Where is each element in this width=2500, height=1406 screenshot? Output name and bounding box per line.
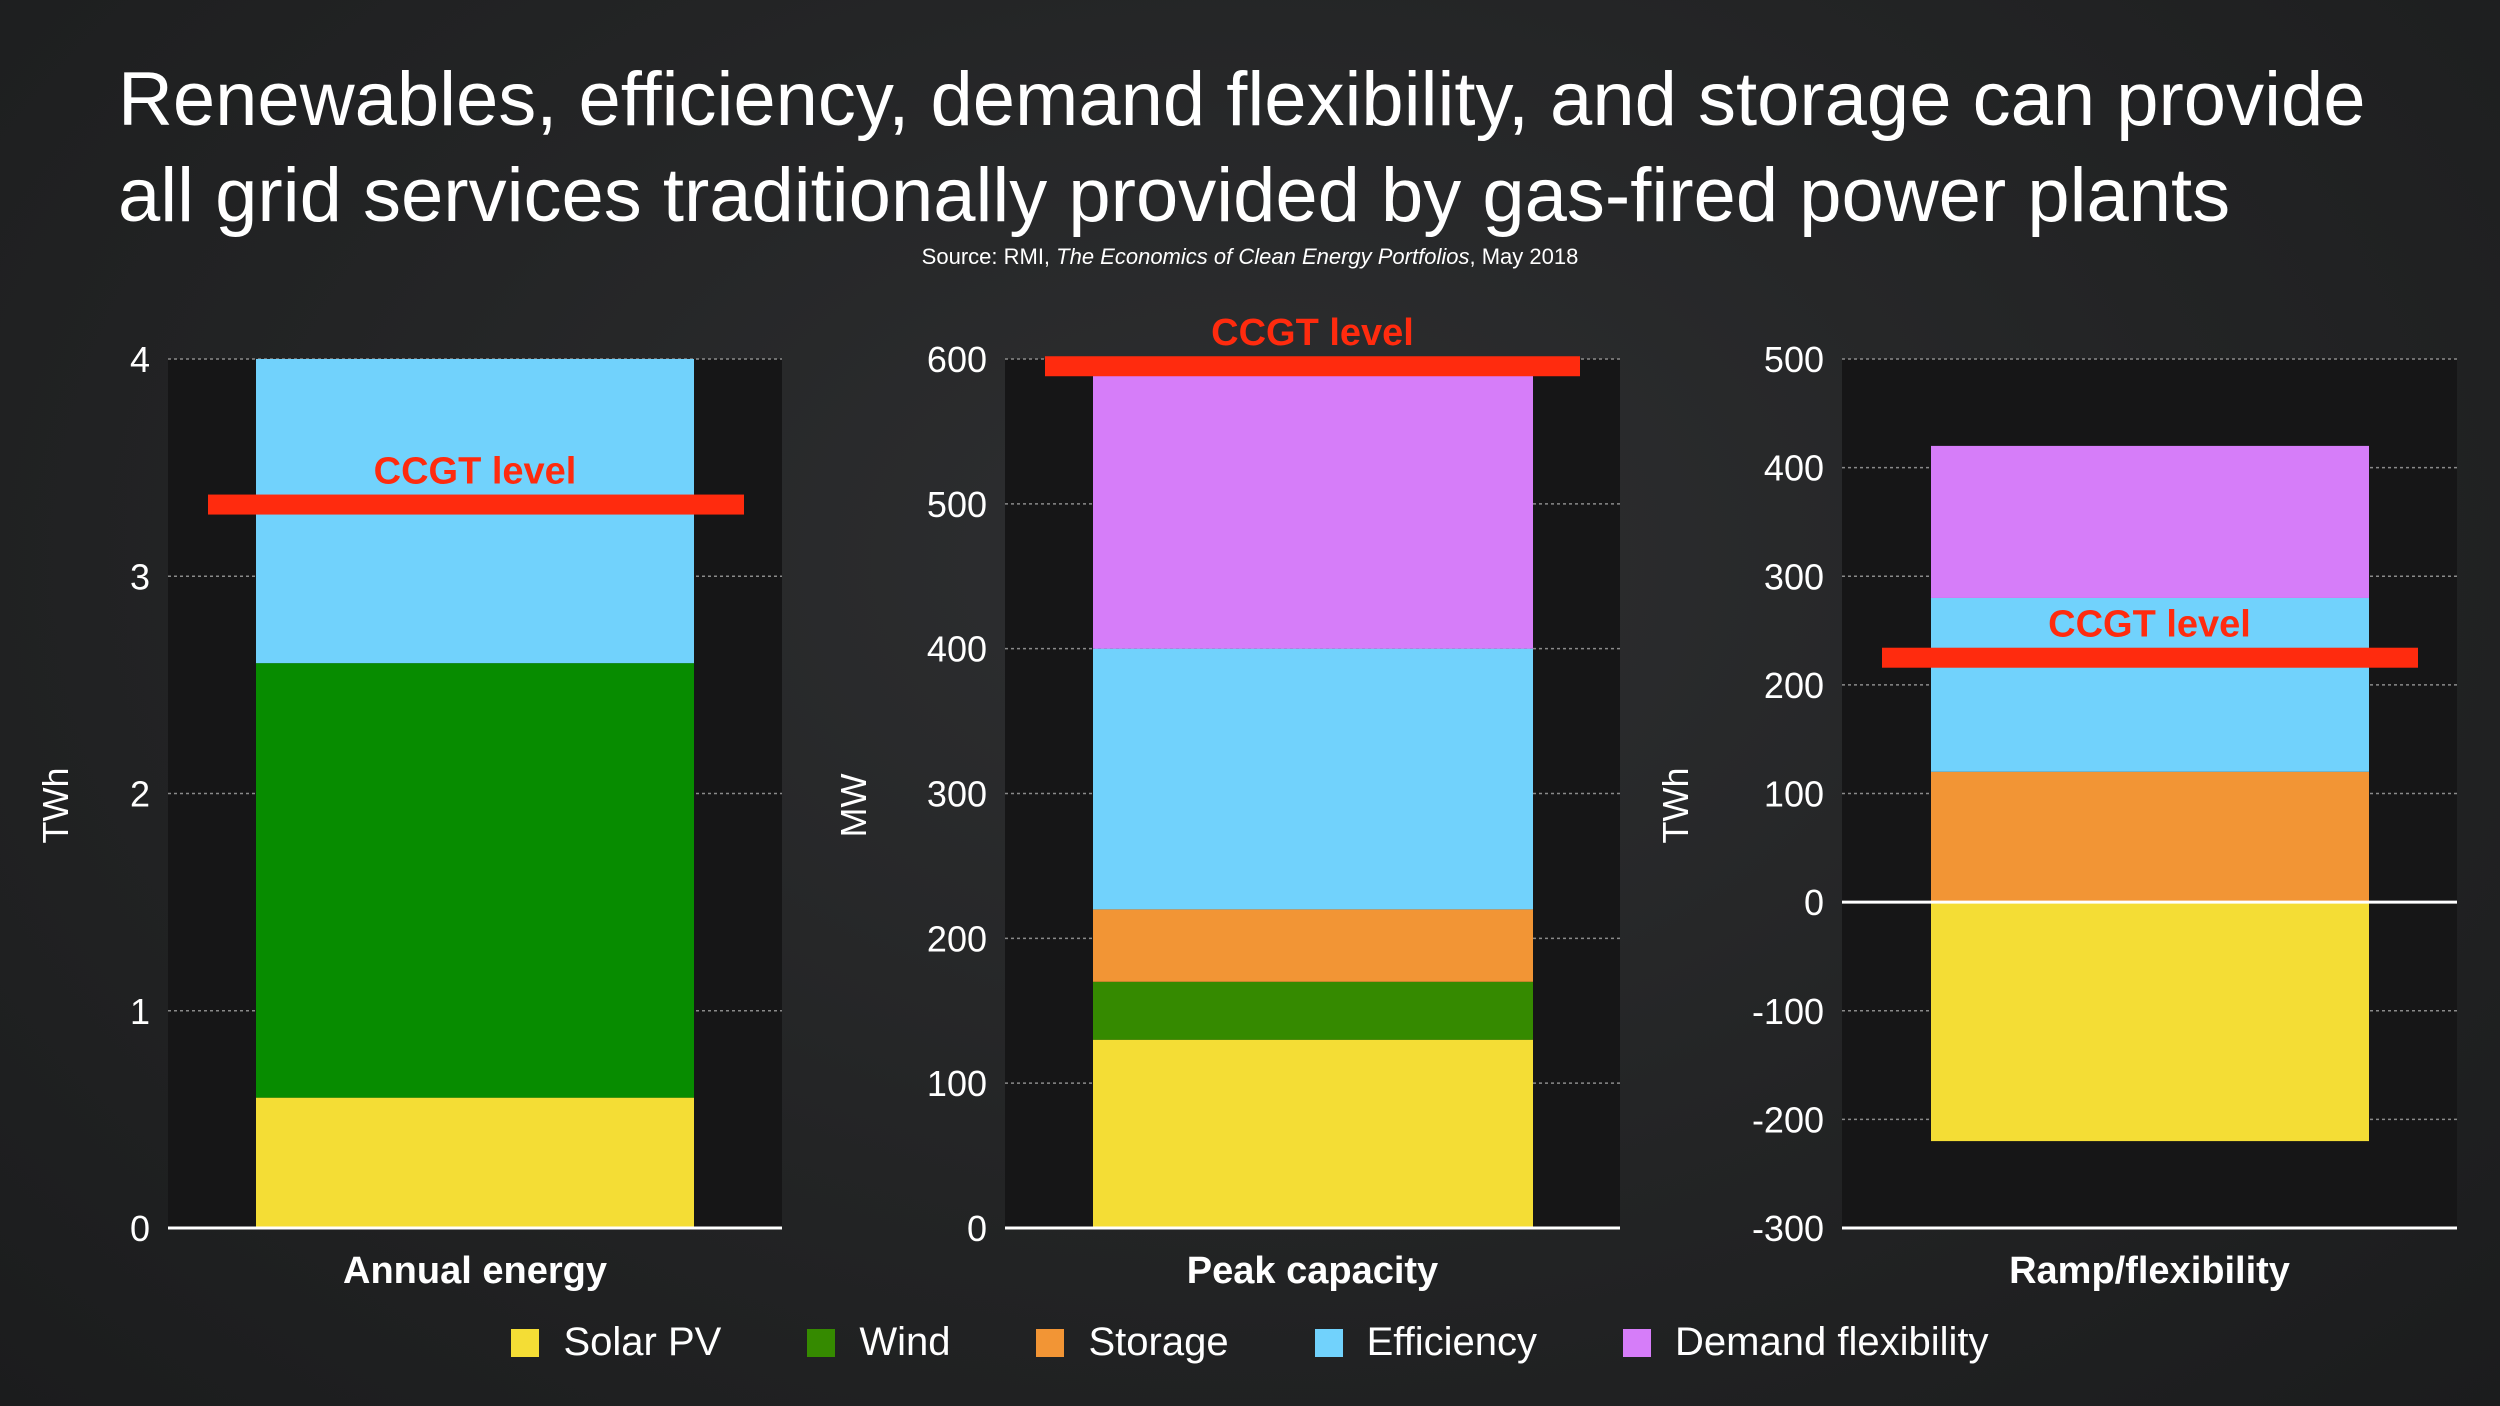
ccgt-level-line <box>1045 356 1580 377</box>
y-tick-label: 400 <box>1764 448 1824 489</box>
y-tick-label: 0 <box>130 1208 150 1249</box>
y-tick-label: -200 <box>1752 1099 1824 1140</box>
bar-segment-demand-flexibility <box>1093 373 1533 649</box>
y-tick-label: 300 <box>1764 556 1824 597</box>
ccgt-level-label: CCGT level <box>1211 312 1414 354</box>
bar-segment-wind <box>256 663 694 1098</box>
source-prefix: Source: RMI, <box>921 244 1057 269</box>
source-citation: Source: RMI, The Economics of Clean Ener… <box>0 244 2500 270</box>
ccgt-level-line <box>208 494 744 515</box>
bar-segment-storage <box>1931 771 2369 903</box>
legend-swatch <box>1314 1328 1343 1357</box>
slide-title: Renewables, efficiency, demand flexibili… <box>118 52 2418 244</box>
ccgt-level-label: CCGT level <box>2048 604 2251 646</box>
y-tick-label: 200 <box>1764 665 1824 706</box>
x-axis-label: Annual energy <box>343 1250 607 1292</box>
y-tick-label: 100 <box>1764 774 1824 815</box>
legend-swatch <box>807 1328 836 1357</box>
y-tick-label: 2 <box>130 774 150 815</box>
y-tick-label: 4 <box>130 339 150 380</box>
legend-swatch <box>1623 1328 1652 1357</box>
legend-item-solar-pv: Solar PV <box>511 1320 721 1365</box>
bar-segment-solar-pv <box>1093 1039 1533 1228</box>
legend-item-efficiency: Efficiency <box>1314 1320 1538 1365</box>
slide-title-line-2: all grid services traditionally provided… <box>118 153 2231 238</box>
legend-label: Wind <box>859 1320 951 1364</box>
y-tick-label: 200 <box>927 918 987 959</box>
legend-item-wind: Wind <box>807 1320 950 1365</box>
y-tick-label: 100 <box>927 1063 987 1104</box>
y-tick-label: 500 <box>1764 339 1824 380</box>
y-axis-label: TWh <box>1655 768 1696 844</box>
bar-segment-solar-pv <box>256 1097 694 1228</box>
bar-segment-storage <box>1093 909 1533 982</box>
bar-segment-wind <box>1093 981 1533 1040</box>
legend-swatch <box>1036 1328 1065 1357</box>
y-tick-label: 400 <box>927 629 987 670</box>
y-tick-label: -100 <box>1752 991 1824 1032</box>
source-suffix: , May 2018 <box>1469 244 1579 269</box>
y-tick-label: 600 <box>927 339 987 380</box>
x-axis-label: Ramp/flexibility <box>2009 1250 2290 1292</box>
legend: Solar PV Wind Storage Efficiency Demand flex… <box>0 1320 2500 1365</box>
x-axis-label: Peak capacity <box>1187 1250 1438 1292</box>
y-tick-label: 0 <box>967 1208 987 1249</box>
y-tick-label: -300 <box>1752 1208 1824 1249</box>
legend-item-storage: Storage <box>1036 1320 1229 1365</box>
y-tick-label: 300 <box>927 774 987 815</box>
bar-segment-demand-flexibility <box>1931 445 2369 598</box>
legend-label: Solar PV <box>563 1320 722 1364</box>
bar-segment-efficiency <box>1931 597 2369 772</box>
legend-label: Efficiency <box>1366 1320 1538 1364</box>
y-tick-label: 1 <box>130 991 150 1032</box>
y-axis-label: MW <box>833 773 874 837</box>
y-tick-label: 0 <box>1804 882 1824 923</box>
legend-label: Demand flexibility <box>1675 1320 1989 1364</box>
y-axis-label: TWh <box>35 768 76 844</box>
legend-swatch <box>511 1328 540 1357</box>
source-publication: The Economics of Clean Energy Portfolios <box>1056 244 1470 269</box>
y-tick-label: 500 <box>927 484 987 525</box>
bar-segment-solar-pv <box>1931 902 2369 1142</box>
bar-segment-efficiency <box>1093 648 1533 910</box>
legend-item-demand-flexibility: Demand flexibility <box>1623 1320 1989 1365</box>
slide-title-line-1: Renewables, efficiency, demand flexibili… <box>118 57 2366 142</box>
ccgt-level-line <box>1882 647 2418 668</box>
y-tick-label: 3 <box>130 556 150 597</box>
legend-label: Storage <box>1088 1320 1229 1364</box>
ccgt-level-label: CCGT level <box>374 451 577 493</box>
